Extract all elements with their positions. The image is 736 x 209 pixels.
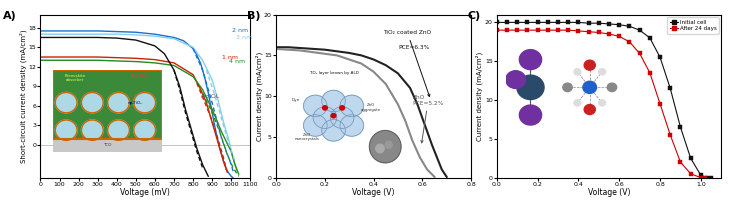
X-axis label: Voltage (V): Voltage (V) xyxy=(588,188,630,197)
X-axis label: Voltage (V): Voltage (V) xyxy=(353,188,394,197)
Text: B): B) xyxy=(247,11,261,21)
Y-axis label: Short-circuit current density (mA/cm²): Short-circuit current density (mA/cm²) xyxy=(20,29,27,163)
Text: C): C) xyxy=(467,11,481,21)
Text: A): A) xyxy=(3,11,16,21)
Text: ZnO
PCE=5.2%: ZnO PCE=5.2% xyxy=(412,95,444,143)
Text: TiO₂ coated ZnO: TiO₂ coated ZnO xyxy=(383,30,431,97)
Y-axis label: Current density (mA/cm²): Current density (mA/cm²) xyxy=(476,51,484,141)
Text: 2 nm: 2 nm xyxy=(232,28,248,33)
Legend: Initial cell, After 24 days: Initial cell, After 24 days xyxy=(668,17,718,33)
X-axis label: Voltage (mV): Voltage (mV) xyxy=(121,188,170,197)
Text: 1 nm: 1 nm xyxy=(222,55,238,60)
Text: 4 nm: 4 nm xyxy=(229,59,245,64)
Text: 3 nm: 3 nm xyxy=(236,35,252,40)
Text: PCE=6.3%: PCE=6.3% xyxy=(398,45,429,50)
Text: no OL: no OL xyxy=(201,94,219,99)
Y-axis label: Current density (mA/cm²): Current density (mA/cm²) xyxy=(255,51,263,141)
